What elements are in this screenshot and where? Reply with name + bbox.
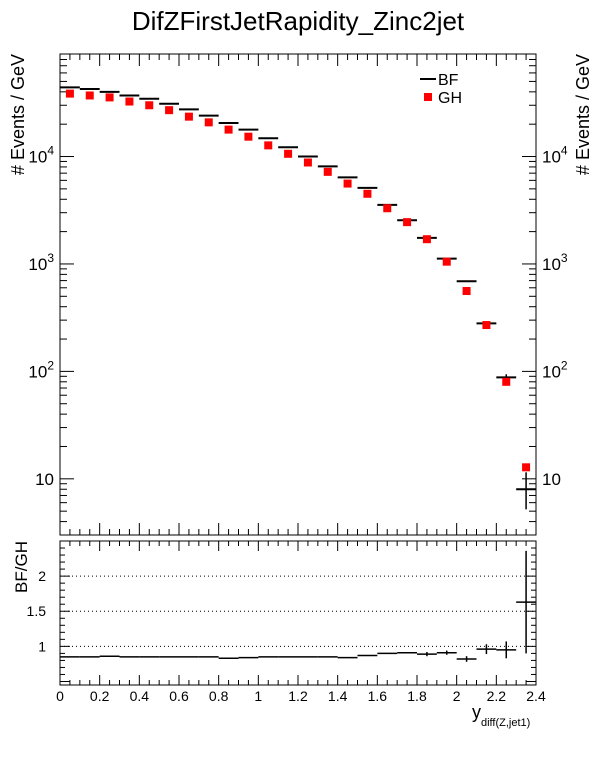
ratio-x-tick-label: 0.4 — [130, 688, 150, 704]
main-y-tick-label-right: 103 — [542, 251, 568, 274]
gh-marker — [403, 218, 412, 227]
main-y-tick-label: 103 — [28, 251, 54, 274]
gh-marker — [284, 149, 293, 158]
ratio-x-tick-label: 1.2 — [288, 688, 308, 704]
ratio-x-tick-label: 2.4 — [526, 688, 546, 704]
gh-marker — [125, 97, 134, 106]
ratio-x-tick-label: 1.8 — [407, 688, 427, 704]
gh-marker — [85, 91, 94, 100]
ratio-x-tick-label: 0.6 — [169, 688, 189, 704]
ratio-frame — [59, 540, 537, 686]
ratio-x-tick-label: 0 — [56, 688, 64, 704]
gh-marker — [502, 377, 511, 386]
gh-marker — [264, 141, 273, 150]
gh-marker — [442, 257, 451, 266]
ratio-x-tick-label: 1 — [254, 688, 262, 704]
x-axis-title: ydiff(Z,jet1) — [472, 702, 530, 729]
gh-marker — [462, 287, 471, 296]
gh-marker — [204, 118, 213, 127]
ratio-x-tick-label: 1.6 — [368, 688, 388, 704]
ratio-x-tick-label: 2 — [453, 688, 461, 704]
legend-gh-label: GH — [438, 90, 462, 107]
main-y-axis-title-right: # Events / GeV — [573, 54, 593, 175]
gh-marker — [422, 235, 431, 244]
main-y-axis-title: # Events / GeV — [8, 54, 28, 175]
gh-marker — [343, 179, 352, 188]
ratio-y-tick-label: 1 — [38, 638, 46, 654]
main-y-tick-label-right: 102 — [542, 358, 568, 381]
legend-bf-label: BF — [438, 72, 459, 89]
ratio-x-tick-label: 1.4 — [328, 688, 348, 704]
ratio-x-tick-label: 0.8 — [209, 688, 229, 704]
gh-marker — [184, 112, 193, 121]
gh-marker — [165, 106, 174, 115]
ratio-panel: 0 0.2 0.4 0.6 0.8 1 1.2 1.4 1.6 1.8 2 2.2 2.4 1 1.5 2 BF… — [12, 540, 546, 729]
gh-marker — [105, 93, 114, 102]
gh-marker — [303, 158, 312, 167]
main-y-tick-label-right: 10 — [542, 470, 561, 489]
main-y-tick-label: 102 — [28, 358, 54, 381]
gh-marker — [224, 125, 233, 134]
gh-marker — [145, 101, 154, 110]
ratio-y-tick-label: 1.5 — [27, 603, 47, 619]
main-y-tick-label: 10 — [35, 470, 54, 489]
ratio-y-tick-label: 2 — [38, 568, 46, 584]
ratio-x-tick-label: 2.2 — [487, 688, 507, 704]
gh-marker — [244, 132, 253, 141]
ratio-y-axis-title: BF/GH — [12, 541, 31, 593]
gh-marker — [383, 204, 392, 213]
ratio-x-tick-label: 0.2 — [90, 688, 110, 704]
main-y-tick-label-right: 104 — [542, 144, 568, 167]
gh-marker — [482, 321, 491, 330]
legend-gh-symbol — [424, 93, 432, 101]
gh-marker — [65, 89, 74, 98]
gh-marker — [522, 463, 531, 472]
gh-marker — [363, 189, 372, 198]
chart-title: DifZFirstJetRapidity_Zinc2jet — [132, 6, 465, 36]
main-y-tick-label: 104 — [28, 144, 54, 167]
gh-marker — [323, 167, 332, 176]
